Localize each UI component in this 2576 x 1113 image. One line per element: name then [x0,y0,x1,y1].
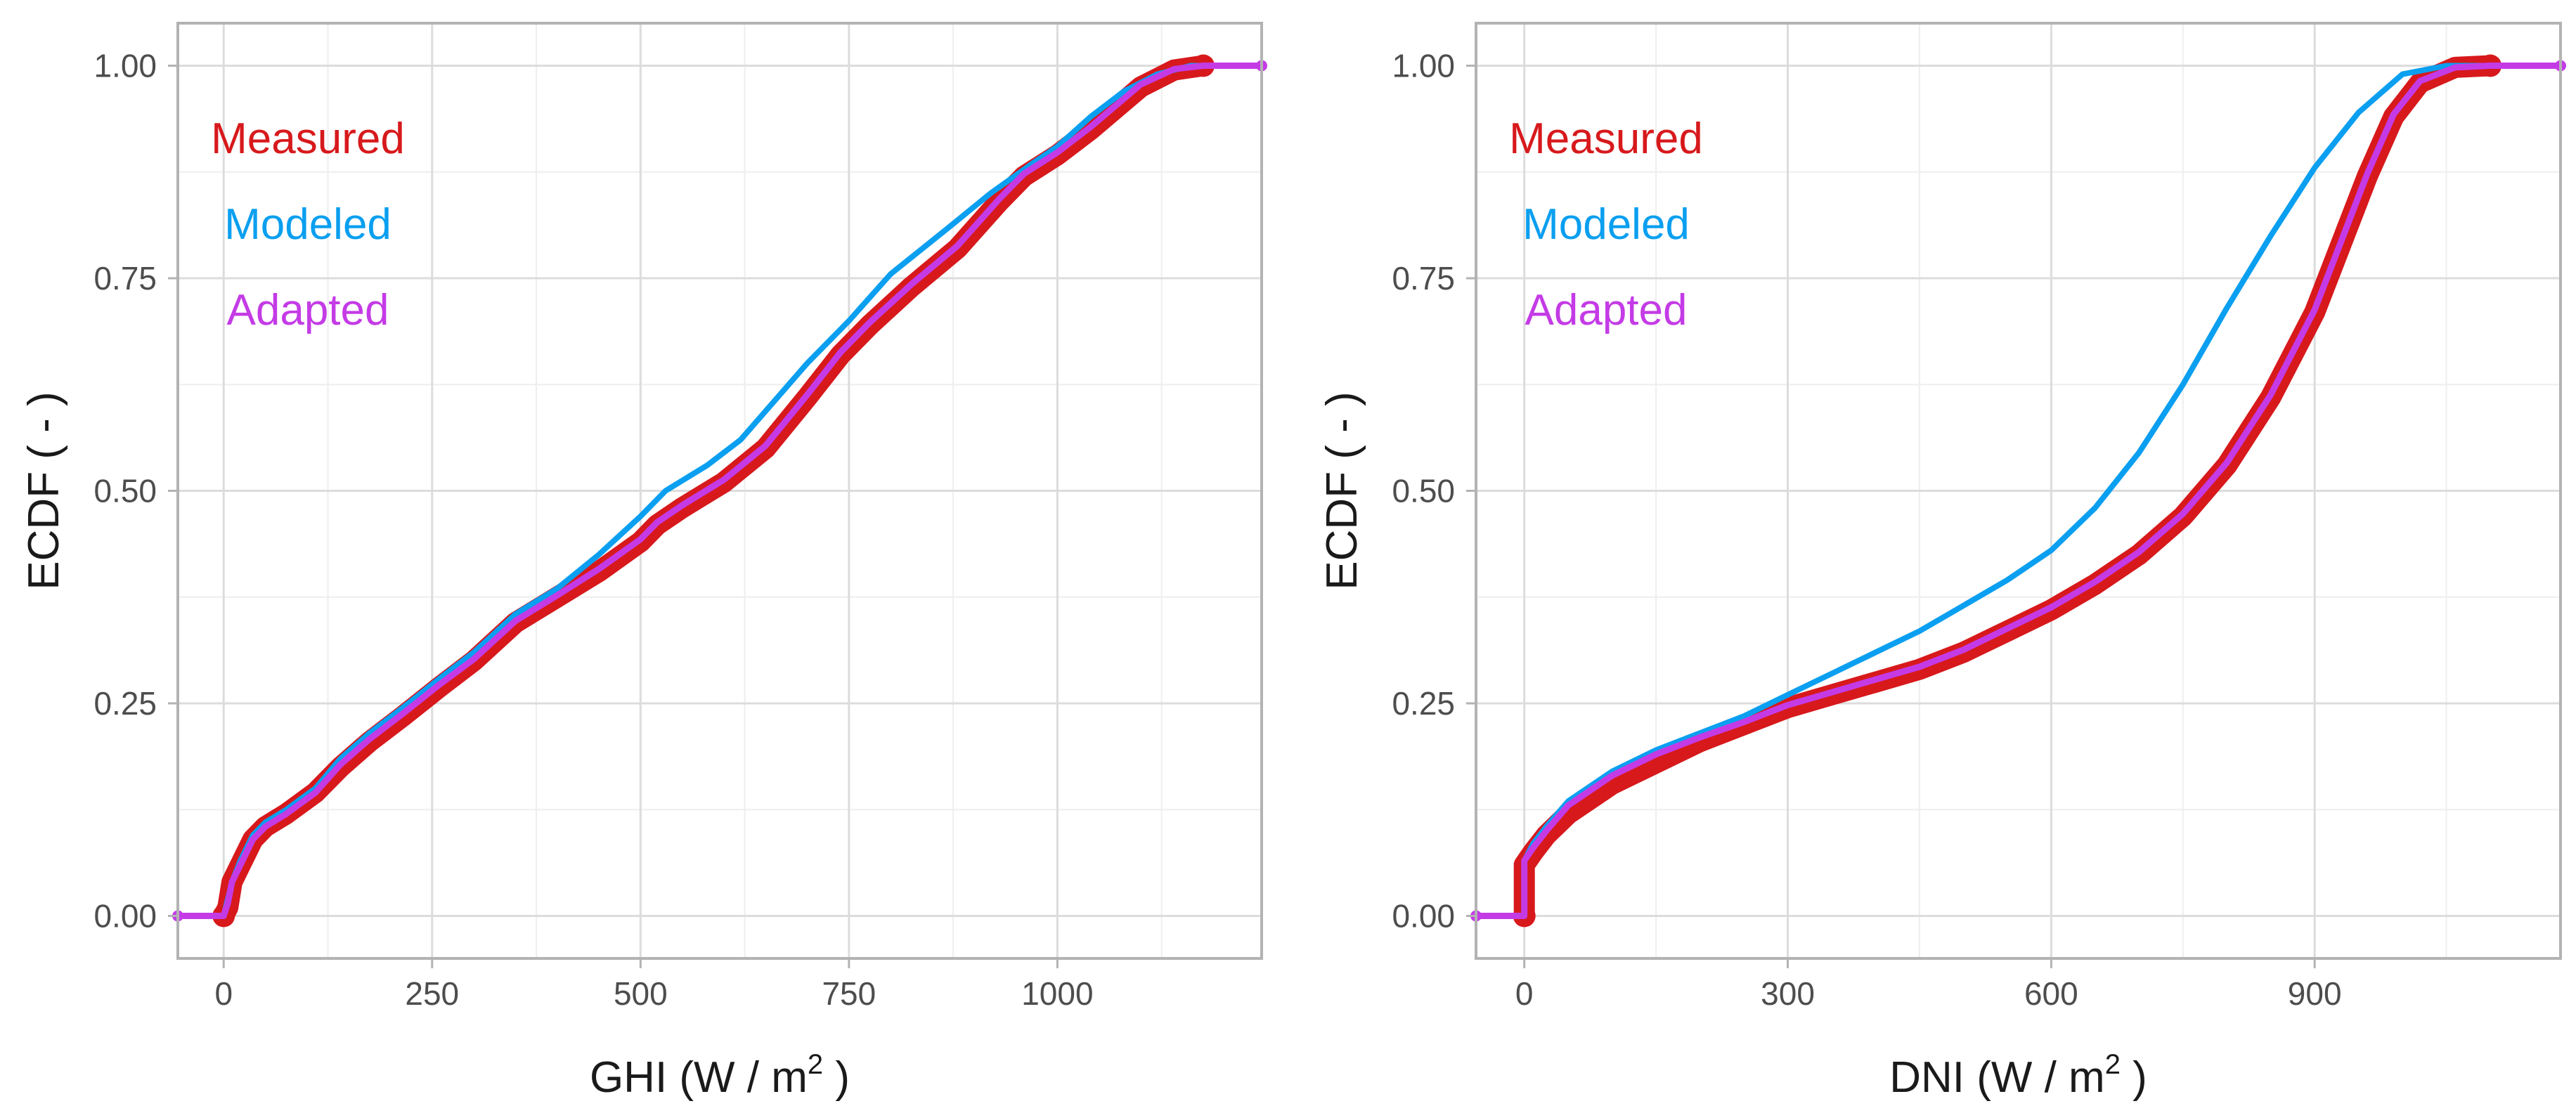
panel-dni: 0.00 0.25 0.50 0.75 1.00 0 300 600 900 DNI (W / m… [1318,22,2566,1102]
panel-ghi: 0.00 0.25 0.50 0.75 1.00 0 250 500 750 1000 GHI (W… [20,22,1267,1102]
x-axis-title-superscript: 2 [2105,1049,2121,1080]
x-tick-label: 250 [405,975,459,1012]
y-tick-label: 1.00 [1392,48,1455,84]
y-tick-label: 0.25 [93,685,157,722]
x-tick-label: 0 [1515,975,1534,1012]
x-axis-title-tail: ) [823,1053,850,1102]
legend-label-modeled: Modeled [1522,200,1690,249]
y-tick-label: 0.00 [1392,898,1455,935]
x-axis-title-tail: ) [2121,1053,2147,1102]
x-tick-label: 600 [2024,975,2078,1012]
x-tick-label: 500 [614,975,668,1012]
x-tick-label: 300 [1761,975,1815,1012]
x-axis-title-main: GHI (W / m [590,1053,808,1102]
legend: Measured Modeled Adapted [1509,115,1703,334]
y-tick-label: 1.00 [93,48,157,84]
y-tick-label: 0.50 [1392,473,1455,509]
series-line-adapted [1473,63,2564,919]
y-tick-label: 0.00 [93,898,157,935]
y-tick-label: 0.75 [1392,260,1455,297]
legend: Measured Modeled Adapted [211,115,405,334]
x-tick-label: 0 [214,975,233,1012]
y-axis-title: ECDF ( - ) [20,391,68,590]
x-tick-label: 1000 [1021,975,1093,1012]
x-tick-label: 750 [822,975,876,1012]
y-tick-label: 0.75 [93,260,157,297]
grid [1476,23,2561,958]
legend-label-adapted: Adapted [1525,286,1688,334]
y-axis-title: ECDF ( - ) [1318,391,1366,590]
x-tick-label: 900 [2288,975,2342,1012]
x-axis-title-superscript: 2 [808,1049,823,1080]
legend-label-measured: Measured [1509,115,1703,163]
x-axis-title: GHI (W / m2 ) [590,1049,850,1102]
y-tick-label: 0.50 [93,473,157,509]
legend-label-measured: Measured [211,115,405,163]
x-axis-title: DNI (W / m2 ) [1889,1049,2147,1102]
y-tick-label: 0.25 [1392,685,1455,722]
grid [178,23,1262,958]
legend-label-modeled: Modeled [224,200,391,249]
x-axis-title-main: DNI (W / m [1889,1053,2105,1102]
legend-label-adapted: Adapted [227,286,389,334]
series-line-adapted [174,63,1265,919]
